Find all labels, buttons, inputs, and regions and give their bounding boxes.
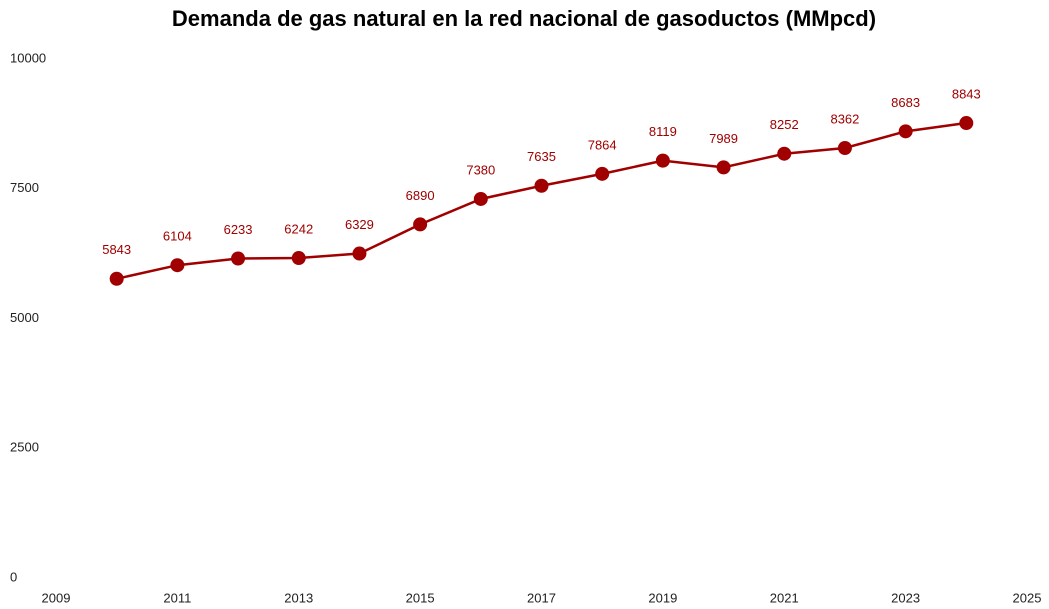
point — [777, 146, 792, 161]
data-label: 7864 — [588, 137, 617, 152]
data-label: 5843 — [102, 242, 131, 257]
data-label: 6329 — [345, 217, 374, 232]
x-tick-label: 2017 — [527, 590, 556, 605]
x-tick-label: 2025 — [1013, 590, 1042, 605]
point — [231, 251, 246, 266]
point — [170, 258, 185, 273]
x-tick-label: 2023 — [891, 590, 920, 605]
point — [109, 271, 124, 286]
data-label: 6890 — [406, 188, 435, 203]
data-label: 8252 — [770, 117, 799, 132]
y-tick-label: 10000 — [10, 50, 46, 65]
y-tick-label: 5000 — [10, 310, 39, 325]
data-label: 7635 — [527, 149, 556, 164]
data-label: 6104 — [163, 229, 192, 244]
point — [837, 141, 852, 156]
point — [898, 124, 913, 139]
x-tick-label: 2015 — [406, 590, 435, 605]
data-label: 6233 — [224, 222, 253, 237]
point — [352, 246, 367, 261]
y-tick-label: 7500 — [10, 180, 39, 195]
x-tick-label: 2011 — [163, 590, 191, 605]
chart-title: Demanda de gas natural en la red naciona… — [172, 6, 876, 31]
point — [291, 251, 306, 266]
data-label: 8683 — [891, 95, 920, 110]
point — [534, 178, 549, 193]
y-tick-label: 2500 — [10, 440, 39, 455]
x-tick-label: 2013 — [284, 590, 313, 605]
data-label: 7989 — [709, 131, 738, 146]
x-tick-label: 2021 — [770, 590, 799, 605]
data-label: 8362 — [830, 111, 859, 126]
point — [655, 153, 670, 168]
point — [473, 191, 488, 206]
data-label: 6242 — [284, 221, 313, 236]
x-tick-label: 2019 — [648, 590, 677, 605]
x-tick-label: 2009 — [42, 590, 71, 605]
data-label: 8119 — [649, 124, 677, 139]
point — [413, 217, 428, 232]
point — [595, 166, 610, 181]
data-label: 8843 — [952, 86, 981, 101]
data-label: 7380 — [466, 162, 495, 177]
point — [716, 160, 731, 175]
point — [959, 116, 974, 131]
y-tick-label: 0 — [10, 569, 17, 584]
